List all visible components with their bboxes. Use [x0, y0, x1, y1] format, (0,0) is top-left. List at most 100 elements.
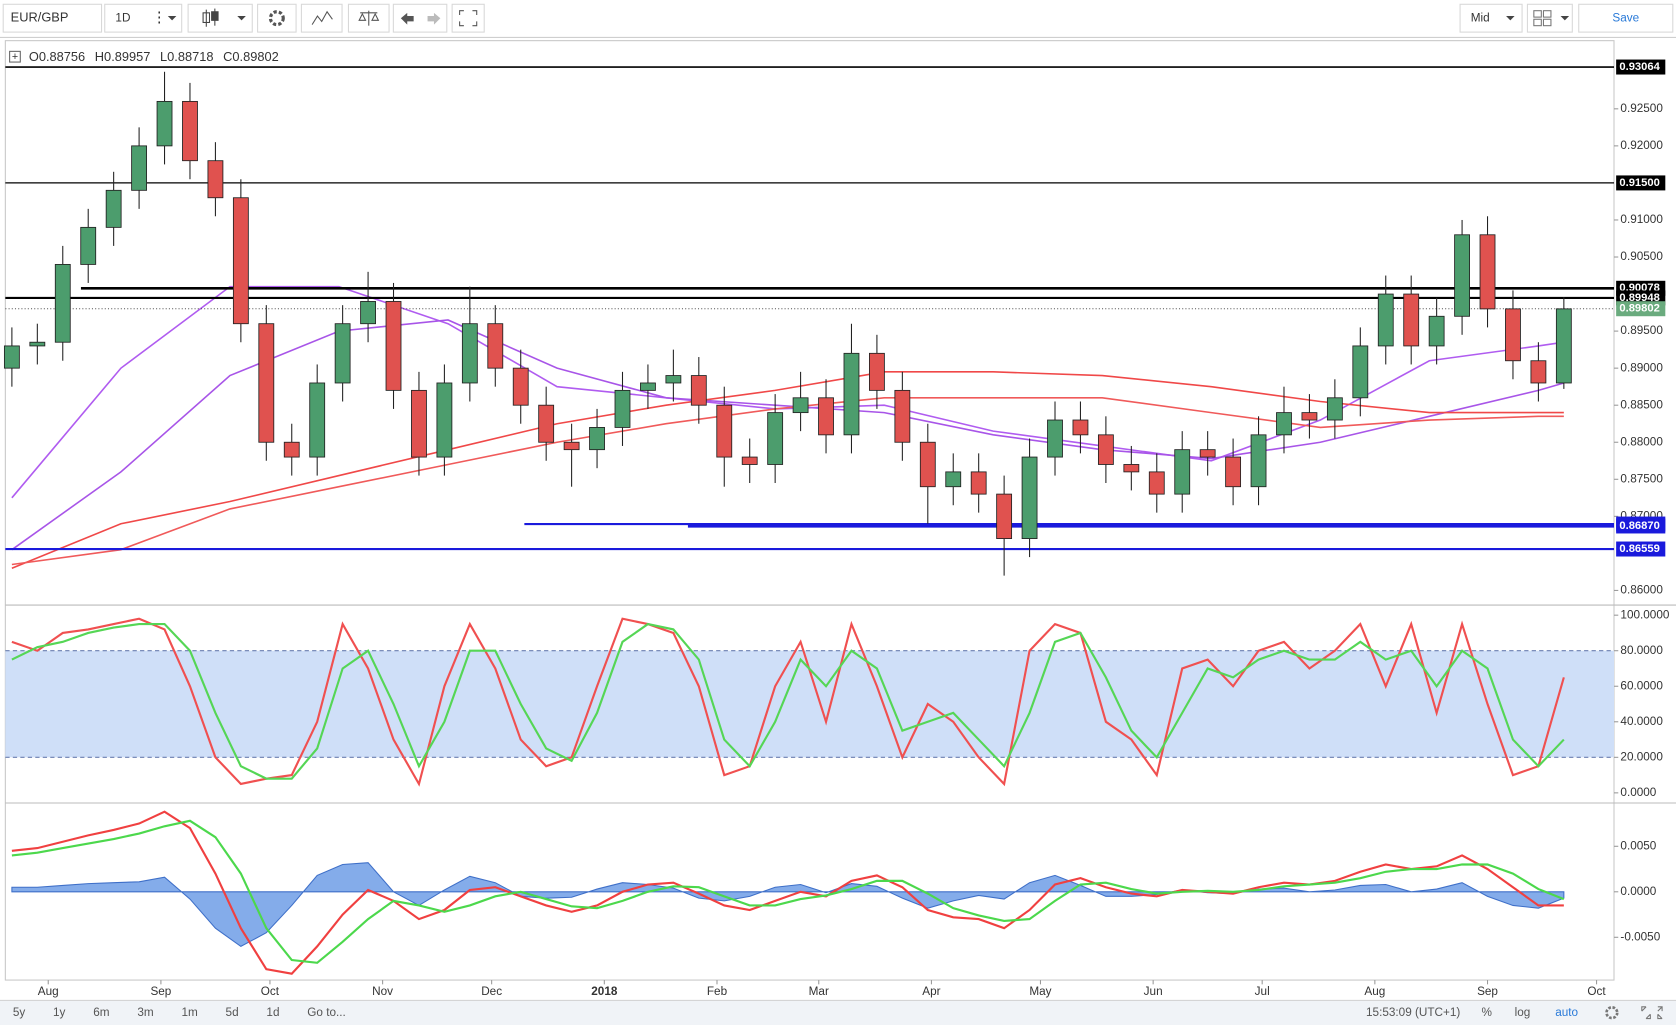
expand-icon[interactable]: [1641, 1006, 1663, 1020]
price-level-tag: [1616, 518, 1666, 534]
y-tick-label: 80.0000: [1620, 644, 1663, 657]
y-tick-label: 0.88500: [1620, 398, 1663, 411]
candle-body: [589, 427, 605, 451]
dropdown-icon[interactable]: [1560, 16, 1570, 21]
candle-body: [54, 263, 71, 343]
save-button[interactable]: Save: [1612, 11, 1639, 24]
fullscreen-box[interactable]: [451, 3, 485, 33]
range-button[interactable]: 3m: [137, 1006, 154, 1019]
legend-label: L: [160, 49, 167, 64]
x-tick-label: Apr: [922, 985, 940, 998]
chart-content: 0.92500 0.92000 0.91000 0.90500 0.89500 0.890…: [3, 49, 1670, 1020]
candle-body: [1428, 315, 1445, 347]
save-box[interactable]: [1578, 3, 1674, 33]
indicators-icon[interactable]: [311, 10, 333, 25]
legend-toggle: [9, 50, 21, 63]
scale-toggle[interactable]: log: [1515, 1006, 1531, 1019]
dropdown-icon[interactable]: [1506, 16, 1515, 21]
settings-icon[interactable]: [1605, 1006, 1619, 1020]
interval-box[interactable]: [104, 3, 183, 33]
candle-body: [1403, 293, 1420, 347]
price-level-label: 0.93064: [1619, 61, 1660, 73]
candle-body: [1047, 419, 1063, 458]
more-icon[interactable]: ⋮: [152, 9, 167, 26]
candle-body: [1174, 449, 1191, 495]
settings-icon[interactable]: [268, 10, 285, 27]
price-level-label: 0.86870: [1619, 520, 1660, 532]
candle-body: [461, 323, 478, 384]
price-level-tag: [1616, 175, 1666, 191]
x-tick-label: Aug: [38, 985, 59, 998]
candle-body: [1072, 419, 1089, 436]
price-level-tag: [1616, 301, 1666, 317]
candle-body: [512, 367, 529, 406]
candle-body: [614, 389, 631, 428]
range-button[interactable]: 5d: [226, 1006, 239, 1019]
symbol-box[interactable]: [2, 3, 103, 33]
x-tick-label: Sep: [150, 985, 171, 998]
candle-body: [1352, 345, 1369, 399]
range-button[interactable]: 1y: [53, 1006, 66, 1019]
stochastic-band: [5, 650, 1615, 758]
candle-body: [1276, 412, 1292, 436]
redo-icon[interactable]: [427, 12, 441, 25]
candle-body: [1148, 471, 1165, 495]
y-tick-label: 0.87500: [1620, 472, 1663, 485]
candle-body: [131, 145, 148, 191]
candle-body: [1555, 308, 1572, 384]
range-button[interactable]: 5y: [13, 1006, 26, 1019]
interval[interactable]: 1D: [115, 11, 130, 24]
x-tick-label: 2018: [591, 985, 618, 998]
range-button[interactable]: 6m: [93, 1006, 110, 1019]
x-tick-label: Feb: [707, 985, 728, 998]
candle-body: [869, 352, 885, 391]
candle-body: [919, 441, 936, 488]
candle-body: [309, 382, 326, 458]
goto-button[interactable]: Go to...: [307, 1006, 346, 1019]
candle-body: [182, 100, 198, 162]
candle-body: [640, 382, 656, 391]
price-level-label: 0.91500: [1619, 177, 1660, 189]
dropdown-icon[interactable]: [237, 16, 246, 21]
candle-body: [792, 397, 809, 414]
x-tick-label: Sep: [1477, 985, 1498, 998]
candle-body: [29, 341, 46, 347]
legend-value: 0.88756: [39, 49, 85, 64]
undo-icon[interactable]: [400, 12, 414, 25]
range-button[interactable]: 1d: [266, 1006, 279, 1019]
legend-value: 0.89957: [104, 49, 150, 64]
scale-toggle[interactable]: %: [1481, 1006, 1492, 1019]
candle-icon[interactable]: [202, 8, 219, 27]
price-level-label: 0.86559: [1619, 543, 1660, 555]
candle-body: [563, 441, 580, 451]
candle-body: [1377, 293, 1394, 347]
candle-body: [1199, 449, 1216, 458]
y-tick-label: 0.90500: [1620, 250, 1663, 263]
range-button[interactable]: 1m: [181, 1006, 198, 1019]
indicators-box[interactable]: [300, 3, 343, 33]
y-tick-label: 0.0000: [1620, 885, 1656, 898]
legend-label: C: [223, 49, 232, 64]
fullscreen-icon[interactable]: [459, 10, 478, 27]
dropdown-icon[interactable]: [167, 16, 177, 21]
scale-toggle[interactable]: auto: [1555, 1006, 1578, 1019]
candle-body: [665, 375, 682, 384]
x-tick-label: Oct: [1587, 985, 1606, 998]
candle-body: [996, 493, 1013, 539]
y-tick-label: 0.92000: [1620, 139, 1663, 152]
candle-body: [385, 301, 402, 391]
symbol[interactable]: EUR/GBP: [11, 10, 69, 25]
compare-icon[interactable]: [358, 10, 380, 26]
moving-average: [11, 371, 1564, 569]
price-source-box[interactable]: [1459, 3, 1523, 33]
candle-body: [741, 456, 758, 465]
price-source[interactable]: Mid: [1471, 11, 1490, 24]
x-tick-label: Oct: [261, 985, 280, 998]
layout-icon[interactable]: [1533, 10, 1552, 27]
candle-body: [1250, 434, 1267, 488]
settings-box[interactable]: [257, 3, 297, 33]
candle-body: [1301, 412, 1318, 421]
